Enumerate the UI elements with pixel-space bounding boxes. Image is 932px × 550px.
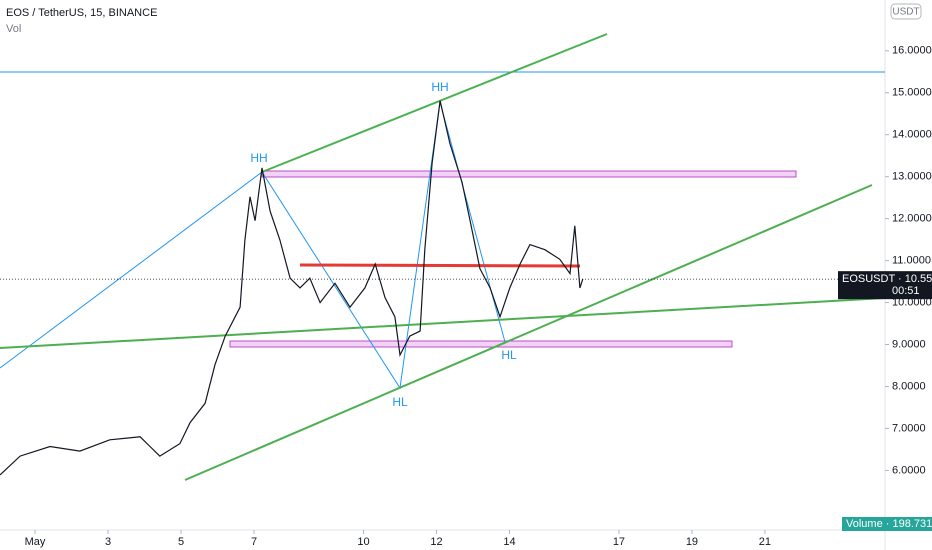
y-tick-label: 8.0000 bbox=[892, 380, 926, 392]
y-tick-label: 9.0000 bbox=[892, 338, 926, 350]
last-price-label: EOSUSDT · 10.5578 bbox=[842, 273, 932, 285]
pattern-label: HH bbox=[250, 151, 267, 165]
volume-label: Volume · 198.731K bbox=[846, 518, 932, 530]
resistance-line bbox=[299, 263, 581, 268]
x-tick-label: 7 bbox=[251, 536, 257, 548]
x-tick-label: 12 bbox=[430, 536, 442, 548]
zone bbox=[229, 340, 733, 348]
zone bbox=[261, 170, 797, 178]
y-tick-label: 14.0000 bbox=[892, 129, 932, 141]
x-tick-label: May bbox=[25, 536, 46, 548]
x-tick-label: 3 bbox=[105, 536, 111, 548]
chart-title: EOS / TetherUS, 15, BINANCE bbox=[6, 7, 157, 19]
x-tick-label: 19 bbox=[686, 536, 698, 548]
x-tick-label: 21 bbox=[759, 536, 771, 548]
trend-line bbox=[184, 184, 873, 481]
trend-line bbox=[261, 33, 608, 173]
y-tick-label: 15.0000 bbox=[892, 87, 932, 99]
drawings bbox=[0, 33, 886, 481]
x-tick-label: 14 bbox=[503, 536, 515, 548]
countdown: 00:51 bbox=[892, 285, 920, 297]
y-tick-label: 16.0000 bbox=[892, 45, 932, 57]
currency-box[interactable] bbox=[890, 3, 922, 20]
x-tick-label: 10 bbox=[357, 536, 369, 548]
x-tick-label: 17 bbox=[613, 536, 625, 548]
trend-line bbox=[0, 297, 886, 349]
x-tick-label: 5 bbox=[178, 536, 184, 548]
volume-box bbox=[842, 517, 932, 531]
y-tick-label: 6.0000 bbox=[892, 464, 926, 476]
price-line bbox=[0, 100, 584, 476]
subtitle: Vol bbox=[6, 23, 21, 35]
currency[interactable]: USDT bbox=[892, 7, 919, 18]
y-tick-label: 12.0000 bbox=[892, 213, 932, 225]
y-tick-label: 13.0000 bbox=[892, 171, 932, 183]
pattern-label: HL bbox=[392, 395, 408, 409]
y-tick-label: 10.0000 bbox=[892, 296, 932, 308]
y-tick-label: 7.0000 bbox=[892, 422, 926, 434]
last-price-box bbox=[838, 271, 932, 300]
pattern-label: HH bbox=[431, 80, 448, 94]
y-tick-label: 11.0000 bbox=[892, 255, 931, 267]
pattern-label: HL bbox=[501, 348, 517, 362]
